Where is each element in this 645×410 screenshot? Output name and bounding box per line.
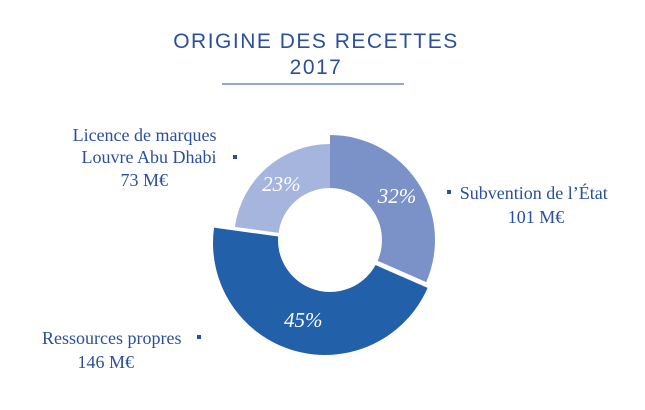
pct-label-licence: 23% [262, 172, 301, 196]
label-ressources: Ressources propres 146 M€ [42, 328, 186, 372]
chart-subtitle: 2017 [290, 56, 343, 79]
slice-ressources [213, 227, 428, 355]
label-subvention: Subvention de l’État 101 M€ [460, 182, 612, 227]
donut-hole [278, 188, 382, 292]
legend-marker-subvention [447, 190, 451, 194]
legend-marker-licence [233, 155, 237, 159]
chart-title: ORIGINE DES RECETTES [173, 30, 459, 53]
pct-label-ressources: 45% [284, 308, 323, 332]
legend-marker-ressources [197, 335, 201, 339]
label-licence: Licence de marques Louvre Abu Dhabi 73 M… [73, 125, 221, 190]
percent-labels: 32% 45% 23% [262, 172, 416, 332]
pct-label-subvention: 32% [377, 184, 417, 208]
